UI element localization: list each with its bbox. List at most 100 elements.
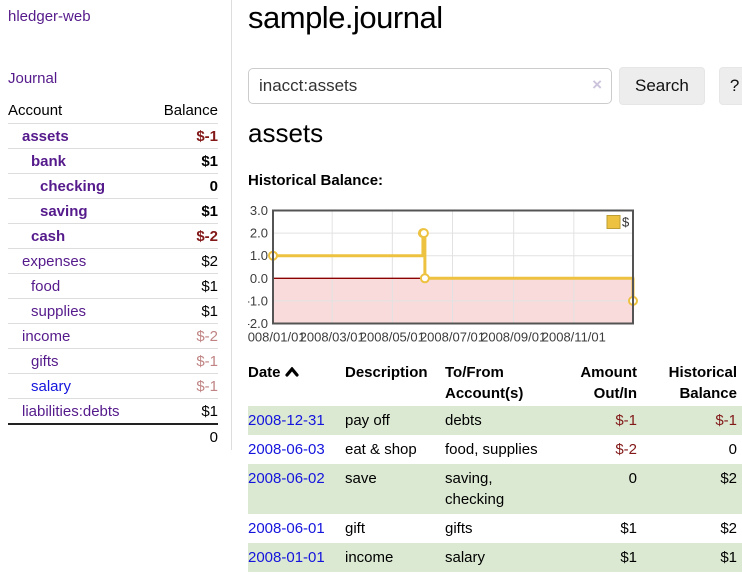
- transaction-date-link[interactable]: 2008-06-02: [248, 470, 325, 487]
- transaction-description: save: [345, 470, 377, 487]
- register-header-description: Description: [345, 364, 428, 381]
- transaction-accounts: gifts: [445, 520, 473, 537]
- account-link-expenses[interactable]: expenses: [22, 253, 87, 270]
- register-header-date[interactable]: Date: [248, 360, 345, 406]
- account-row: food $1: [8, 273, 218, 299]
- accounts-table: Account Balance assets $-1 bank $1 checking 0…: [8, 98, 218, 449]
- account-link-gifts[interactable]: gifts: [31, 353, 59, 370]
- account-row: salary $-1: [8, 373, 218, 399]
- transaction-date-link[interactable]: 2008-12-31: [248, 412, 325, 429]
- transaction-balance: 0: [728, 441, 737, 458]
- account-balance: $1: [149, 398, 218, 424]
- transaction-amount: $1: [620, 520, 637, 537]
- sidebar-item-journal[interactable]: Journal: [8, 70, 58, 87]
- clear-search-icon[interactable]: ×: [592, 75, 602, 94]
- account-link-food[interactable]: food: [31, 278, 61, 295]
- transaction-balance: $1: [720, 549, 737, 566]
- transaction-description: eat & shop: [345, 441, 417, 458]
- brand-link[interactable]: hledger-web: [8, 8, 91, 25]
- svg-text:2008/11/01: 2008/11/01: [542, 330, 606, 345]
- transaction-row: 2008-06-02 save saving, checking 0 $2: [248, 464, 742, 514]
- historical-balance-chart[interactable]: $3.0 2.0 1.0 0.0 -1.0 -2.02008/01/012008/03/0…: [240, 200, 742, 350]
- transaction-date-link[interactable]: 2008-06-03: [248, 441, 325, 458]
- transaction-description: income: [345, 549, 394, 566]
- accounts-header-balance: Balance: [149, 98, 218, 124]
- svg-text:2008/09/01: 2008/09/01: [481, 330, 546, 345]
- account-row: liabilities:debts $1: [8, 398, 218, 424]
- transaction-amount: $1: [620, 549, 637, 566]
- account-balance: $-2: [149, 323, 218, 349]
- accounts-total-row: 0: [8, 423, 218, 449]
- account-row: cash $-2: [8, 223, 218, 249]
- account-link-assets[interactable]: assets: [22, 128, 69, 145]
- account-row: bank $1: [8, 148, 218, 174]
- transaction-amount: $-2: [615, 441, 637, 458]
- svg-text:1.0: 1.0: [250, 248, 268, 263]
- transaction-balance: $-1: [715, 412, 737, 429]
- account-balance: $-1: [149, 373, 218, 399]
- transaction-description: gift: [345, 520, 366, 537]
- transaction-description: pay off: [345, 412, 390, 429]
- help-button[interactable]: ?: [718, 67, 742, 105]
- register-table: Date Description To/From Account(s) Amount …: [248, 360, 742, 572]
- transaction-date-link[interactable]: 2008-01-01: [248, 549, 325, 566]
- account-row: gifts $-1: [8, 348, 218, 374]
- account-link-liabilities-debts[interactable]: liabilities:debts: [22, 403, 120, 420]
- chart-label: Historical Balance:: [248, 172, 384, 189]
- sort-ascending-icon[interactable]: [284, 362, 299, 383]
- search-button[interactable]: Search: [619, 67, 705, 105]
- accounts-total-value: 0: [149, 423, 218, 449]
- transaction-row: 2008-12-31 pay off debts $-1 $-1: [248, 406, 742, 435]
- account-row: checking 0: [8, 173, 218, 199]
- svg-text:2008/03/01: 2008/03/01: [300, 330, 365, 345]
- transaction-row: 2008-06-03 eat & shop food, supplies $-2 0: [248, 435, 742, 464]
- register-header-historical-balance: Historical Balance: [668, 364, 737, 402]
- transaction-amount: $-1: [615, 412, 637, 429]
- transaction-date-link[interactable]: 2008-06-01: [248, 520, 325, 537]
- account-balance: $1: [149, 198, 218, 224]
- account-balance: $-1: [149, 348, 218, 374]
- search-form: × Search ?: [248, 67, 742, 105]
- register-header-to-from-account-s-: To/From Account(s): [445, 364, 524, 402]
- page-title: sample.journal: [248, 0, 443, 35]
- account-balance: $2: [149, 248, 218, 274]
- transaction-row: 2008-01-01 income salary $1 $1: [248, 543, 742, 572]
- account-balance: $-2: [149, 223, 218, 249]
- sidebar: hledger-web Journal Account Balance asse…: [0, 0, 232, 450]
- account-link-checking[interactable]: checking: [40, 178, 106, 195]
- account-link-cash[interactable]: cash: [31, 228, 66, 245]
- account-balance: $1: [149, 273, 218, 299]
- account-row: supplies $1: [8, 298, 218, 324]
- account-balance: $1: [149, 298, 218, 324]
- account-link-supplies[interactable]: supplies: [31, 303, 87, 320]
- transaction-balance: $2: [720, 470, 737, 487]
- account-row: saving $1: [8, 198, 218, 224]
- accounts-header-account: Account: [8, 98, 150, 124]
- svg-text:-1.0: -1.0: [248, 293, 268, 308]
- transaction-balance: $2: [720, 520, 737, 537]
- account-row: expenses $2: [8, 248, 218, 274]
- search-input[interactable]: [248, 68, 612, 104]
- svg-text:2008/05/01: 2008/05/01: [360, 330, 425, 345]
- transaction-accounts: debts: [445, 412, 482, 429]
- transaction-accounts: saving, checking: [445, 470, 505, 508]
- account-link-salary[interactable]: salary: [31, 378, 72, 395]
- account-link-saving[interactable]: saving: [40, 203, 88, 220]
- transaction-accounts: salary: [445, 549, 486, 566]
- svg-text:2.0: 2.0: [250, 226, 268, 241]
- account-heading: assets: [248, 118, 324, 148]
- svg-text:3.0: 3.0: [250, 203, 268, 218]
- svg-text:0.0: 0.0: [250, 271, 268, 286]
- account-balance: $1: [149, 148, 218, 174]
- svg-text:2008/07/01: 2008/07/01: [420, 330, 485, 345]
- svg-text:-2.0: -2.0: [248, 316, 268, 331]
- account-link-income[interactable]: income: [22, 328, 71, 345]
- account-row: assets $-1: [8, 123, 218, 149]
- svg-text:2008/01/01: 2008/01/01: [248, 330, 306, 345]
- svg-text:$: $: [622, 215, 630, 230]
- account-row: income $-2: [8, 323, 218, 349]
- register-header-amount-out-in: Amount Out/In: [580, 364, 637, 402]
- transaction-row: 2008-06-01 gift gifts $1 $2: [248, 514, 742, 543]
- account-link-bank[interactable]: bank: [31, 153, 67, 170]
- account-balance: 0: [149, 173, 218, 199]
